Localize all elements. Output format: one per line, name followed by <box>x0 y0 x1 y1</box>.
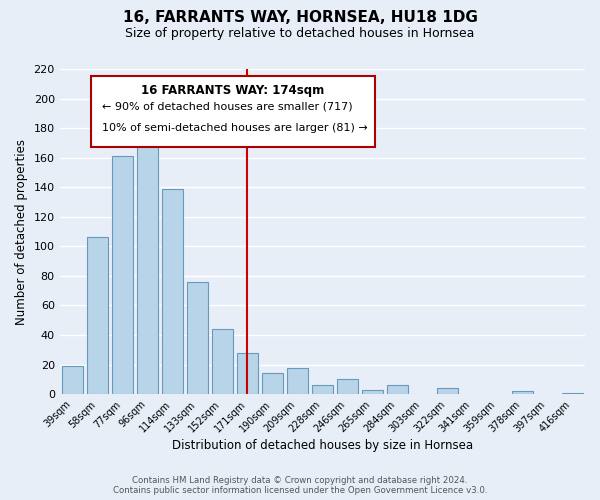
X-axis label: Distribution of detached houses by size in Hornsea: Distribution of detached houses by size … <box>172 440 473 452</box>
Bar <box>387 386 408 394</box>
Bar <box>137 137 158 394</box>
Bar <box>312 386 333 394</box>
Text: Size of property relative to detached houses in Hornsea: Size of property relative to detached ho… <box>125 28 475 40</box>
Bar <box>287 368 308 394</box>
Bar <box>236 353 258 394</box>
Bar <box>437 388 458 394</box>
Text: 16 FARRANTS WAY: 174sqm: 16 FARRANTS WAY: 174sqm <box>142 84 325 96</box>
Bar <box>337 380 358 394</box>
Bar <box>112 156 133 394</box>
Bar <box>212 329 233 394</box>
Bar <box>86 238 108 394</box>
FancyBboxPatch shape <box>91 76 375 147</box>
Bar <box>62 366 83 394</box>
Text: 16, FARRANTS WAY, HORNSEA, HU18 1DG: 16, FARRANTS WAY, HORNSEA, HU18 1DG <box>122 10 478 25</box>
Bar <box>262 374 283 394</box>
Text: ← 90% of detached houses are smaller (717): ← 90% of detached houses are smaller (71… <box>101 102 352 112</box>
Bar <box>512 391 533 394</box>
Bar <box>161 188 183 394</box>
Y-axis label: Number of detached properties: Number of detached properties <box>15 138 28 324</box>
Bar <box>562 392 583 394</box>
Text: Contains public sector information licensed under the Open Government Licence v3: Contains public sector information licen… <box>113 486 487 495</box>
Bar <box>187 282 208 394</box>
Text: Contains HM Land Registry data © Crown copyright and database right 2024.: Contains HM Land Registry data © Crown c… <box>132 476 468 485</box>
Bar <box>362 390 383 394</box>
Text: 10% of semi-detached houses are larger (81) →: 10% of semi-detached houses are larger (… <box>101 122 367 132</box>
